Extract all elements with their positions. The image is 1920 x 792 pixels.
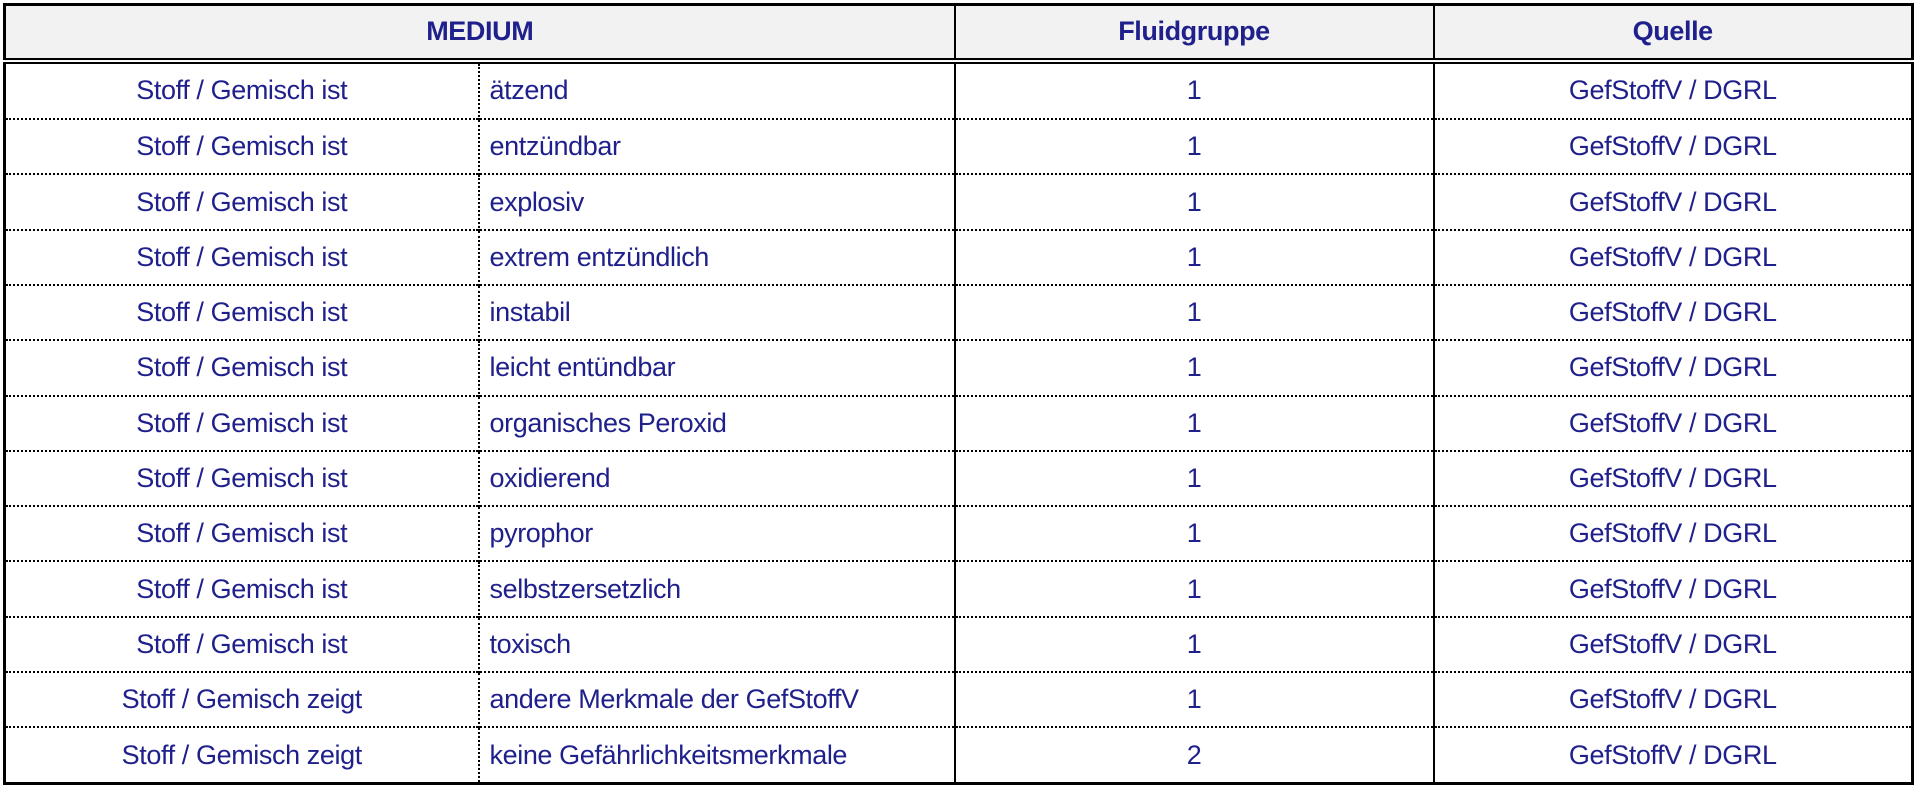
row-quelle: GefStoffV / DGRL [1432,395,1913,451]
row-property: extrem entzündlich [477,229,955,285]
row-property: leicht entündbar [477,340,955,396]
row-subject: Stoff / Gemisch zeigt [121,739,363,770]
row-subject: Stoff / Gemisch zeigt [121,684,363,715]
header-fluidgruppe: Fluidgruppe [953,4,1434,64]
table-row: Stoff / Gemisch ist entzündbar 1 GefStoffV … [4,119,1913,175]
row-subject: Stoff / Gemisch ist [136,462,348,493]
row-fluidgruppe: 1 [953,671,1434,728]
row-quelle: GefStoffV / DGRL [1432,450,1913,507]
row-subject: Stoff / Gemisch ist [136,241,348,272]
row-quelle: GefStoffV / DGRL [1432,671,1913,728]
row-quelle: GefStoffV / DGRL [1432,727,1913,784]
table-header: MEDIUM Fluidgruppe Quelle [4,4,1913,64]
header-quelle: Quelle [1432,4,1913,64]
row-quelle: GefStoffV / DGRL [1432,229,1913,285]
row-fluidgruppe: 1 [953,174,1434,230]
row-property: oxidierend [477,450,955,507]
row-subject: Stoff / Gemisch ist [136,186,348,217]
row-fluidgruppe: 2 [953,727,1434,784]
row-property: ätzend [477,60,955,120]
row-subject: Stoff / Gemisch ist [136,628,348,659]
row-property: selbstzersetzlich [477,561,955,617]
row-fluidgruppe: 1 [953,340,1434,396]
row-fluidgruppe: 1 [953,119,1434,175]
table-row: Stoff / Gemisch ist leicht entündbar 1 GefS… [4,340,1913,396]
row-quelle: GefStoffV / DGRL [1432,60,1913,120]
row-quelle: GefStoffV / DGRL [1432,561,1913,617]
row-fluidgruppe: 1 [953,229,1434,285]
table-row: Stoff / Gemisch ist oxidierend 1 GefStoffV … [4,450,1913,507]
row-subject: Stoff / Gemisch ist [136,131,348,162]
row-quelle: GefStoffV / DGRL [1432,284,1913,341]
row-fluidgruppe: 1 [953,284,1434,341]
table-row: Stoff / Gemisch ist pyrophor 1 GefStoffV / … [4,506,1913,562]
row-property: instabil [477,284,955,341]
table-row: Stoff / Gemisch ist organisches Peroxid 1 G… [4,395,1913,451]
table-row: Stoff / Gemisch ist toxisch 1 GefStoffV / D… [4,616,1913,672]
row-subject: Stoff / Gemisch ist [136,573,348,604]
table-row: Stoff / Gemisch zeigt andere Merkmale der… [4,671,1913,728]
row-subject: Stoff / Gemisch ist [136,518,348,549]
table-row: Stoff / Gemisch ist extrem entzündlich 1 Ge… [4,229,1913,285]
row-subject: Stoff / Gemisch ist [136,297,348,328]
table-row: Stoff / Gemisch ist explosiv 1 GefStoffV / … [4,174,1913,230]
header-medium: MEDIUM [4,4,955,64]
row-subject: Stoff / Gemisch ist [136,407,348,438]
table-body: Stoff / Gemisch ist ätzend 1 GefStoffV / DG… [4,60,1913,784]
table-row: Stoff / Gemisch ist selbstzersetzlich 1 Gef… [4,561,1913,617]
row-property: keine Gefährlichkeitsmerkmale [477,727,955,784]
row-quelle: GefStoffV / DGRL [1432,616,1913,672]
header-row: MEDIUM Fluidgruppe Quelle [4,4,1913,64]
row-quelle: GefStoffV / DGRL [1432,340,1913,396]
row-property: explosiv [477,174,955,230]
fluidgruppe-table: MEDIUM Fluidgruppe Quelle Stoff / Gemisc… [3,3,1914,785]
row-fluidgruppe: 1 [953,450,1434,507]
row-subject: Stoff / Gemisch ist [136,352,348,383]
row-quelle: GefStoffV / DGRL [1432,119,1913,175]
table-row: Stoff / Gemisch ist instabil 1 GefStoffV / … [4,284,1913,341]
row-property: toxisch [477,616,955,672]
row-fluidgruppe: 1 [953,60,1434,120]
row-fluidgruppe: 1 [953,506,1434,562]
row-fluidgruppe: 1 [953,616,1434,672]
table-row: Stoff / Gemisch zeigt keine Gefährlichkei… [4,727,1913,784]
table-row: Stoff / Gemisch ist ätzend 1 GefStoffV / DG… [4,60,1913,120]
row-quelle: GefStoffV / DGRL [1432,174,1913,230]
row-property: andere Merkmale der GefStoffV [477,671,955,728]
row-fluidgruppe: 1 [953,395,1434,451]
row-property: entzündbar [477,119,955,175]
row-quelle: GefStoffV / DGRL [1432,506,1913,562]
row-subject: Stoff / Gemisch ist [136,75,348,106]
row-property: organisches Peroxid [477,395,955,451]
row-property: pyrophor [477,506,955,562]
row-fluidgruppe: 1 [953,561,1434,617]
fluidgruppe-table-container: MEDIUM Fluidgruppe Quelle Stoff / Gemisc… [3,3,1914,785]
